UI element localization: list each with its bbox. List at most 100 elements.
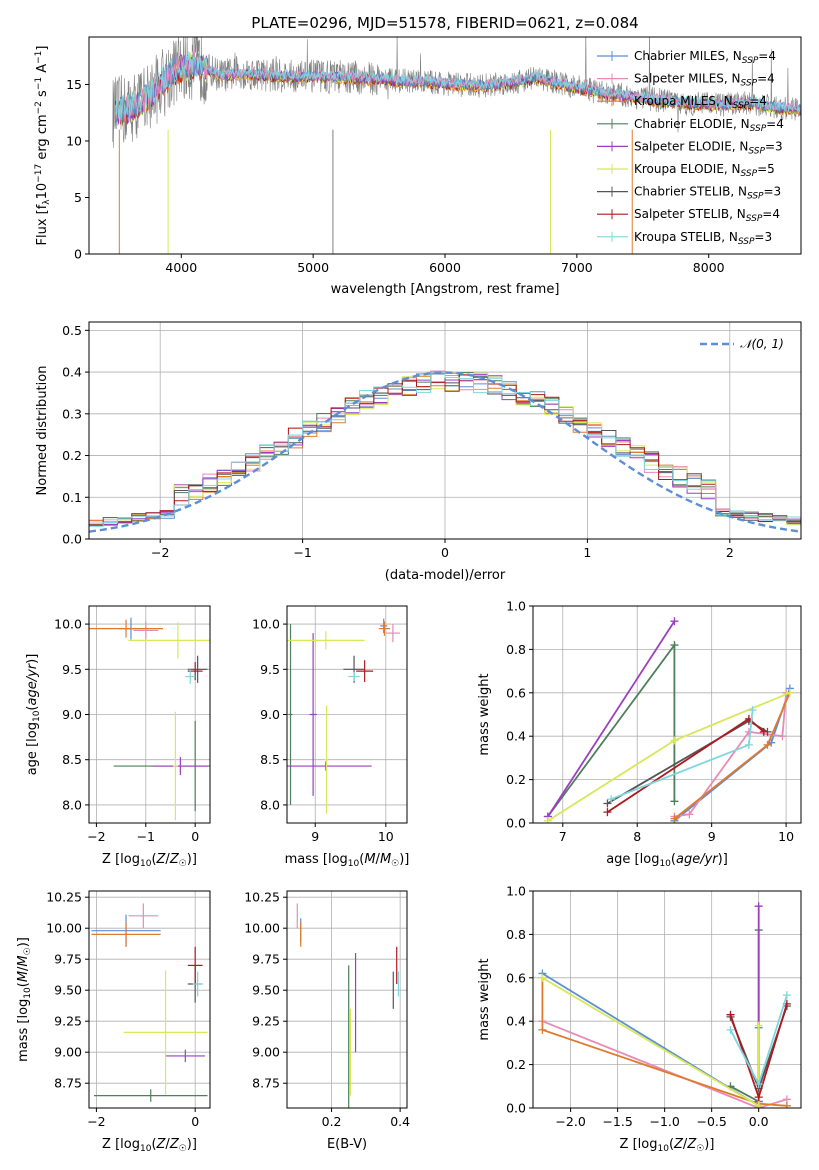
legend-entry: 𝒩(0, 1) bbox=[740, 337, 784, 351]
y-tick-label: 0.4 bbox=[506, 1014, 526, 1029]
x-axis-label: Z [log10(Z/Z☉)] bbox=[102, 1137, 197, 1154]
data-point-marker bbox=[538, 973, 547, 982]
x-tick-label: 0.2 bbox=[322, 1114, 342, 1129]
x-tick-label: 10 bbox=[378, 829, 394, 844]
x-axis-label: E(B-V) bbox=[327, 1137, 367, 1152]
series-line bbox=[542, 1020, 788, 1108]
errorbar-data bbox=[91, 903, 208, 1102]
residual-histogram-step bbox=[89, 372, 801, 527]
y-tick-label: 10.0 bbox=[54, 617, 82, 632]
axes-frame bbox=[532, 890, 802, 1109]
data-point-marker bbox=[744, 727, 753, 736]
y-tick-label: 0.8 bbox=[506, 927, 526, 942]
data-point-marker bbox=[744, 740, 753, 749]
age-vs-Z-panel: −2 −1 0 8.0 8.5 9.0 9.5 10.0 Z [log10(Z/Z☉)] age … bbox=[25, 605, 211, 869]
weight-vs-Z-panel: −2.0 −1.5 −1.0 −0.5 0.0 0.0 0.2 0.4 0.6 0.8 1.0 Z [… bbox=[477, 884, 802, 1154]
x-tick-label: 9 bbox=[311, 829, 319, 844]
data-point-marker bbox=[754, 1021, 763, 1030]
y-tick-label: 10.25 bbox=[46, 890, 82, 905]
y-tick-label: 0.6 bbox=[506, 970, 526, 985]
legend-entry: Chabrier MILES, NSSP=4 bbox=[634, 49, 776, 66]
y-axis-label: Normed distribution bbox=[35, 366, 50, 496]
x-tick-label: 0 bbox=[191, 829, 199, 844]
x-tick-label: −1.0 bbox=[649, 1114, 679, 1129]
y-tick-label: 0.5 bbox=[62, 323, 82, 338]
legend-entry: Kroupa MILES, NSSP=4 bbox=[634, 94, 767, 111]
x-tick-label: 8000 bbox=[693, 260, 725, 275]
data-point-marker bbox=[759, 727, 768, 736]
legend-entry: Kroupa ELODIE, NSSP=5 bbox=[634, 162, 775, 179]
data-point-marker bbox=[754, 1101, 763, 1108]
data-point-marker bbox=[607, 795, 616, 804]
x-tick-label: −0.5 bbox=[696, 1114, 726, 1129]
y-tick-label: 10.00 bbox=[46, 921, 82, 936]
y-tick-label: 0.2 bbox=[506, 1057, 526, 1072]
y-tick-label: 0.8 bbox=[506, 642, 526, 657]
legend-entry: Salpeter MILES, NSSP=4 bbox=[634, 72, 775, 89]
x-tick-label: 6000 bbox=[429, 260, 461, 275]
y-tick-label: 8.0 bbox=[62, 797, 82, 812]
data-point-marker bbox=[603, 808, 612, 817]
y-tick-label: 0.3 bbox=[62, 406, 82, 421]
data-point-marker bbox=[785, 688, 794, 697]
y-tick-label: 9.25 bbox=[252, 1014, 280, 1029]
spectrum-model-line bbox=[115, 51, 801, 121]
x-tick-label: 7 bbox=[559, 829, 567, 844]
y-tick-label: 10.25 bbox=[244, 890, 280, 905]
spectrum-legend: Chabrier MILES, NSSP=4 Salpeter MILES, NS… bbox=[597, 49, 784, 247]
y-tick-label: 10.00 bbox=[244, 921, 280, 936]
y-tick-label: 9.00 bbox=[54, 1045, 82, 1060]
y-tick-label: 8.0 bbox=[260, 797, 280, 812]
data-point-marker bbox=[603, 799, 612, 808]
data-point-marker bbox=[778, 732, 787, 741]
weight-vs-age-panel: 7 8 9 10 0.0 0.2 0.4 0.6 0.8 1.0 age [log10(age/yr… bbox=[477, 599, 802, 869]
x-tick-label: 1 bbox=[583, 545, 591, 560]
y-tick-label: 9.25 bbox=[54, 1014, 82, 1029]
x-axis-label: (data-model)/error bbox=[385, 568, 506, 583]
residuals-data bbox=[89, 370, 801, 533]
data-point-marker bbox=[782, 1101, 791, 1108]
y-tick-label: 9.50 bbox=[252, 983, 280, 998]
x-tick-label: 0 bbox=[191, 1114, 199, 1129]
y-axis-label: mass [log10(M/M☉)] bbox=[16, 937, 33, 1062]
age-vs-mass-panel: 9 10 8.0 8.5 9.0 9.5 10.0 mass [log10(M/M☉)] bbox=[252, 605, 409, 869]
data-point-marker bbox=[670, 617, 679, 626]
axes-frame bbox=[532, 605, 802, 824]
y-tick-label: 1.0 bbox=[506, 884, 526, 899]
y-tick-label: 8.5 bbox=[62, 752, 82, 767]
spectrum-model-line bbox=[115, 56, 801, 126]
y-tick-label: 9.5 bbox=[260, 662, 280, 677]
legend-entry: Chabrier ELODIE, NSSP=4 bbox=[634, 117, 784, 134]
data-point-marker bbox=[754, 1080, 763, 1089]
data-point-marker bbox=[726, 1025, 735, 1034]
x-tick-label: −1.5 bbox=[602, 1114, 632, 1129]
series-line bbox=[541, 977, 787, 1107]
y-tick-label: 9.00 bbox=[252, 1045, 280, 1060]
spectrum-data bbox=[112, 37, 801, 254]
legend-entry: Salpeter STELIB, NSSP=4 bbox=[634, 207, 780, 224]
data-point-marker bbox=[543, 816, 552, 823]
normal-reference-curve bbox=[89, 371, 801, 533]
data-point-marker bbox=[670, 797, 679, 806]
y-tick-label: 9.0 bbox=[260, 707, 280, 722]
data-point-marker bbox=[685, 810, 694, 819]
y-tick-label: 0.0 bbox=[62, 532, 82, 547]
data-point-marker bbox=[726, 1010, 735, 1019]
data-point-marker bbox=[670, 814, 679, 823]
y-tick-label: 8.5 bbox=[260, 752, 280, 767]
y-tick-label: 1.0 bbox=[506, 599, 526, 614]
x-tick-label: 0.0 bbox=[749, 1114, 769, 1129]
y-tick-label: 8.75 bbox=[54, 1076, 82, 1091]
y-tick-label: 0.2 bbox=[62, 448, 82, 463]
y-tick-label: 0.6 bbox=[506, 685, 526, 700]
data-point-marker bbox=[670, 641, 679, 650]
data-point-marker bbox=[782, 991, 791, 1000]
x-tick-label: 4000 bbox=[165, 260, 197, 275]
legend-entry: Salpeter ELODIE, NSSP=3 bbox=[634, 139, 783, 156]
legend-entry: Kroupa STELIB, NSSP=3 bbox=[634, 230, 772, 247]
x-tick-label: −2 bbox=[151, 545, 169, 560]
y-axis-label: age [log10(age/yr)] bbox=[25, 654, 42, 776]
x-tick-label: −1 bbox=[293, 545, 311, 560]
x-axis-label: Z [log10(Z/Z☉)] bbox=[102, 852, 197, 869]
y-tick-label: 8.75 bbox=[252, 1076, 280, 1091]
